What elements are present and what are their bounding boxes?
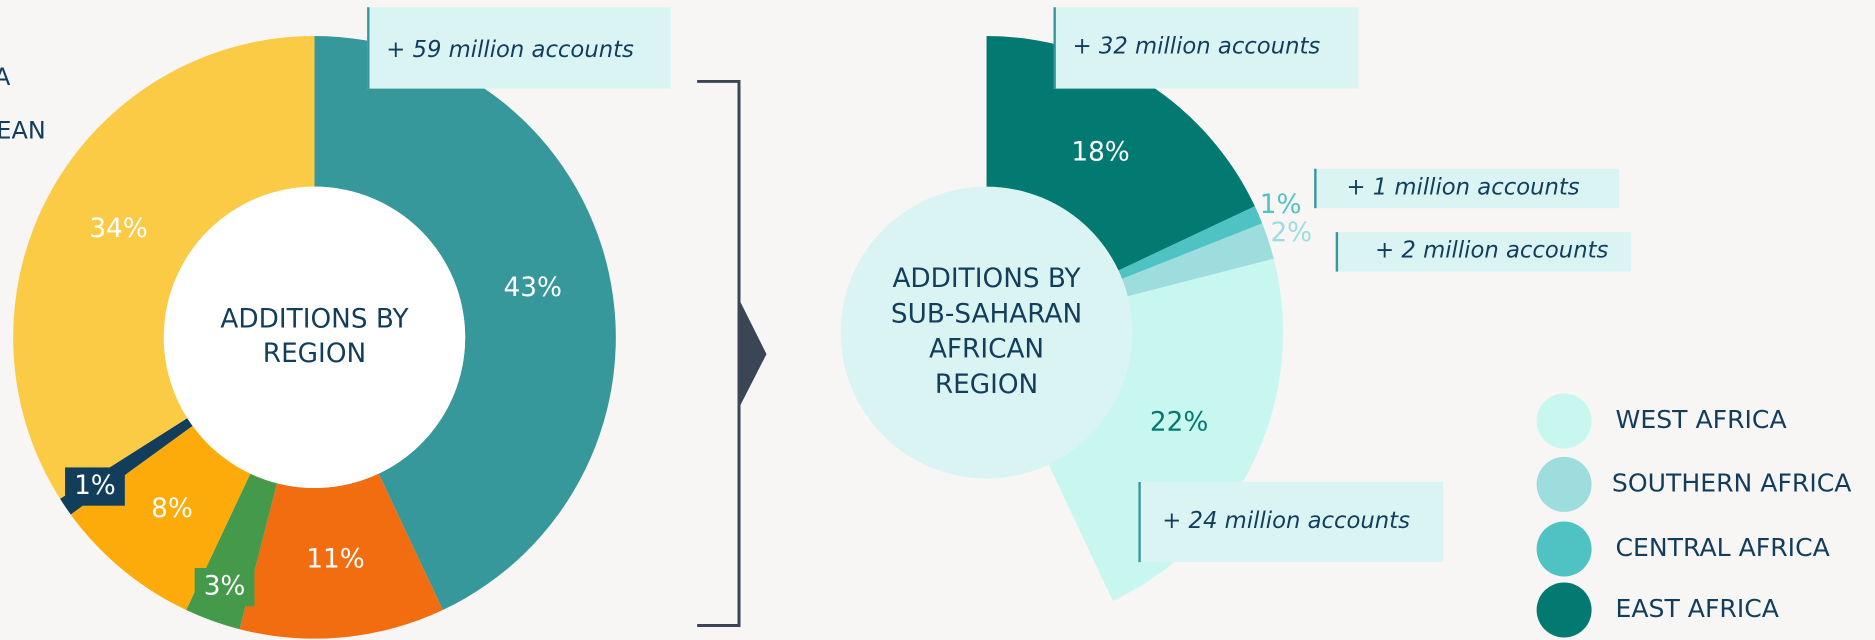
value-label: 34% — [89, 214, 147, 244]
annotation-box — [1335, 232, 1632, 272]
value-label: 18% — [1071, 137, 1129, 167]
center-label: AFRICAN — [929, 335, 1044, 365]
legend-label: WEST AFRICA — [1616, 405, 1787, 434]
value-label: 11% — [306, 544, 364, 574]
label-box — [65, 467, 125, 506]
center-label: SUB-SAHARAN — [891, 299, 1082, 329]
legend-swatch — [1536, 582, 1592, 638]
value-label: 43% — [503, 273, 561, 303]
donut-slice — [239, 473, 443, 639]
value-label: 8% — [151, 494, 193, 524]
annotation: + 2 million accounts — [1375, 238, 1608, 264]
annotation-box — [1138, 482, 1444, 563]
value-label: 2% — [1270, 218, 1312, 248]
center-label: REGION — [263, 339, 366, 369]
center-label: ADDITIONS BY — [220, 305, 409, 335]
legend-label: EAST AFRICA — [1616, 594, 1779, 623]
value-label: 22% — [1150, 408, 1208, 438]
center-label: REGION — [935, 370, 1038, 400]
annotation-box — [367, 7, 671, 89]
arrow — [738, 299, 767, 408]
annotation-box — [1053, 7, 1359, 89]
legend-label: SOUTHERN AFRICA — [1612, 468, 1852, 497]
legend-fragment: EAN — [0, 117, 46, 145]
center-label: ADDITIONS BY — [892, 264, 1081, 294]
label-box — [194, 567, 255, 607]
center-disc — [840, 186, 1133, 479]
legend-fragment: A — [0, 63, 11, 91]
donut-hole — [163, 186, 466, 489]
donut-slice — [314, 35, 616, 610]
annotation: + 1 million accounts — [1346, 174, 1579, 200]
value-label: 1% — [1260, 190, 1302, 220]
annotation: + 24 million accounts — [1162, 508, 1410, 534]
legend-label: CENTRAL AFRICA — [1616, 533, 1830, 562]
legend-swatch — [1536, 521, 1592, 577]
donut-slice — [13, 35, 315, 499]
annotation: + 32 million accounts — [1073, 33, 1321, 59]
legend-swatch — [1536, 456, 1592, 512]
legend-swatch — [1536, 393, 1592, 449]
value-label: 3% — [204, 572, 246, 602]
annotation-box — [1314, 168, 1620, 209]
donut-slice — [70, 425, 251, 610]
annotation: + 59 million accounts — [386, 37, 634, 63]
value-label: 1% — [74, 471, 116, 501]
